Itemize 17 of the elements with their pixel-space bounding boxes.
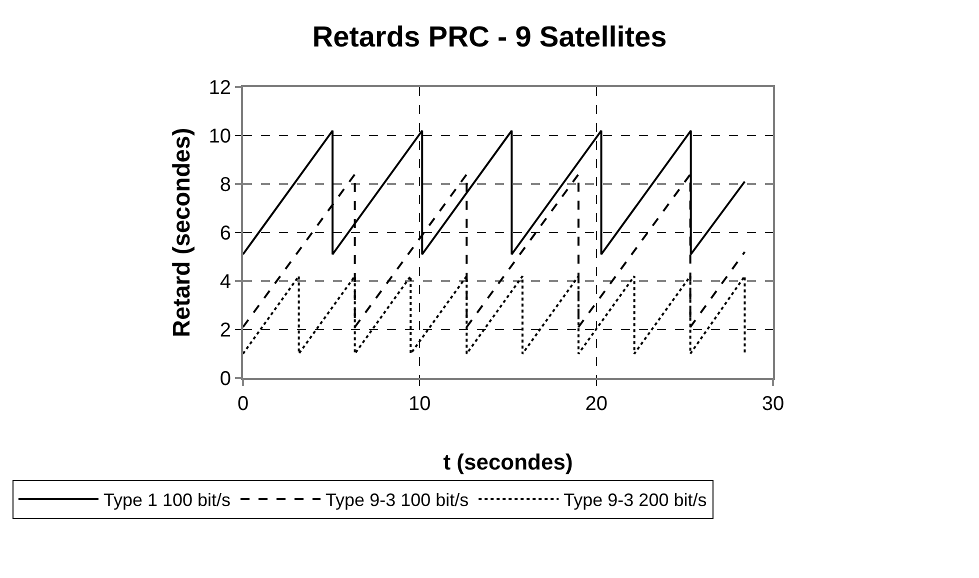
y-axis-title: Retard (secondes) [168,128,196,338]
y-tick-label: 12 [208,77,231,99]
y-tick-label: 6 [220,222,231,244]
chart-title: Retards PRC - 9 Satellites [312,21,667,54]
y-tick-label: 4 [220,271,231,293]
y-tick-label: 8 [220,174,231,196]
legend-label: Type 1 100 bit/s [103,490,231,510]
x-axis-title: t (secondes) [443,449,573,474]
x-tick-label: 0 [237,393,249,415]
legend-label: Type 9-3 100 bit/s [326,490,469,510]
y-tick-label: 10 [208,126,231,148]
y-tick-label: 0 [220,368,231,390]
legend-label: Type 9-3 200 bit/s [564,490,707,510]
x-tick-label: 10 [408,393,431,415]
y-tick-label: 2 [220,320,231,342]
x-tick-label: 20 [585,393,608,415]
x-tick-label: 30 [762,393,784,415]
